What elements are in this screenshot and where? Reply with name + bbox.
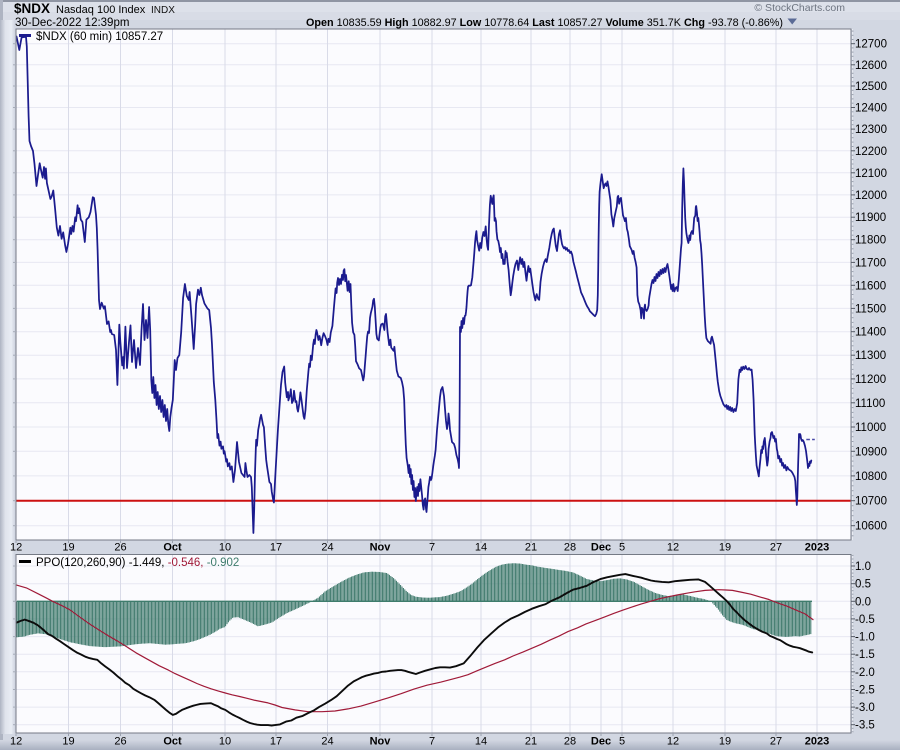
svg-text:-1.5: -1.5	[855, 649, 875, 661]
svg-text:11600: 11600	[855, 280, 886, 292]
svg-text:24: 24	[321, 736, 333, 748]
svg-text:Dec: Dec	[591, 542, 611, 554]
svg-text:10: 10	[219, 736, 231, 748]
svg-text:5: 5	[619, 542, 625, 554]
svg-text:11500: 11500	[855, 303, 886, 315]
svg-text:PPO(120,260,90) -1.449, -0.546: PPO(120,260,90) -1.449, -0.546, -0.902	[36, 557, 239, 569]
svg-text:Oct: Oct	[163, 736, 182, 748]
svg-text:11000: 11000	[855, 422, 886, 434]
svg-text:12: 12	[667, 736, 679, 748]
svg-text:26: 26	[114, 542, 126, 554]
svg-text:28: 28	[564, 542, 576, 554]
svg-text:10800: 10800	[855, 471, 887, 483]
svg-text:0.0: 0.0	[855, 596, 871, 608]
svg-text:30-Dec-2022 12:39pm: 30-Dec-2022 12:39pm	[15, 17, 129, 29]
svg-text:12000: 12000	[855, 190, 887, 202]
svg-text:28: 28	[564, 736, 576, 748]
svg-text:19: 19	[62, 542, 74, 554]
svg-text:10700: 10700	[855, 496, 887, 508]
svg-text:-1.0: -1.0	[855, 632, 875, 644]
svg-text:11300: 11300	[855, 350, 886, 362]
svg-text:21: 21	[525, 542, 537, 554]
svg-text:2023: 2023	[805, 542, 829, 554]
svg-text:© StockCharts.com: © StockCharts.com	[754, 2, 845, 14]
svg-text:24: 24	[321, 542, 333, 554]
svg-text:12500: 12500	[855, 81, 887, 93]
svg-text:12700: 12700	[855, 39, 887, 51]
svg-text:Dec: Dec	[591, 736, 611, 748]
svg-text:12600: 12600	[855, 60, 887, 72]
svg-text:Nov: Nov	[370, 736, 392, 748]
svg-text:11200: 11200	[855, 374, 886, 386]
svg-text:INDX: INDX	[151, 5, 175, 16]
svg-text:14: 14	[475, 736, 487, 748]
svg-text:Nov: Nov	[370, 542, 392, 554]
svg-text:-2.0: -2.0	[855, 667, 875, 679]
svg-text:Nasdaq 100 Index: Nasdaq 100 Index	[56, 4, 146, 16]
svg-text:12: 12	[10, 736, 22, 748]
svg-text:-2.5: -2.5	[855, 685, 875, 697]
svg-text:12200: 12200	[855, 146, 887, 158]
svg-text:27: 27	[770, 542, 782, 554]
svg-text:-0.5: -0.5	[855, 614, 875, 626]
svg-text:21: 21	[525, 736, 537, 748]
svg-text:0.5: 0.5	[855, 579, 871, 591]
svg-text:19: 19	[719, 542, 731, 554]
svg-text:26: 26	[114, 736, 126, 748]
svg-text:12: 12	[10, 542, 22, 554]
svg-text:11100: 11100	[855, 398, 885, 410]
svg-text:11700: 11700	[855, 257, 886, 269]
svg-text:11800: 11800	[855, 235, 886, 247]
svg-text:17: 17	[270, 542, 282, 554]
svg-text:-3.5: -3.5	[855, 720, 875, 732]
svg-text:1.0: 1.0	[855, 561, 871, 573]
svg-text:-3.0: -3.0	[855, 702, 875, 714]
svg-text:Oct: Oct	[163, 542, 182, 554]
svg-text:10: 10	[219, 542, 231, 554]
svg-text:7: 7	[429, 736, 435, 748]
svg-text:12: 12	[667, 542, 679, 554]
svg-text:12400: 12400	[855, 103, 887, 115]
svg-text:19: 19	[62, 736, 74, 748]
svg-text:12300: 12300	[855, 124, 887, 136]
svg-text:17: 17	[270, 736, 282, 748]
svg-text:2023: 2023	[805, 736, 829, 748]
svg-text:Open 10835.59 High 10882.97 Lo: Open 10835.59 High 10882.97 Low 10778.64…	[306, 17, 783, 29]
svg-text:5: 5	[619, 736, 625, 748]
svg-text:27: 27	[770, 736, 782, 748]
svg-text:12100: 12100	[855, 168, 887, 180]
svg-text:10600: 10600	[855, 521, 887, 533]
svg-text:7: 7	[429, 542, 435, 554]
svg-text:11400: 11400	[855, 327, 886, 339]
svg-text:14: 14	[475, 542, 487, 554]
svg-text:19: 19	[719, 736, 731, 748]
svg-text:11900: 11900	[855, 212, 886, 224]
svg-text:$NDX: $NDX	[14, 1, 50, 16]
svg-text:10900: 10900	[855, 446, 887, 458]
svg-text:$NDX (60 min) 10857.27: $NDX (60 min) 10857.27	[36, 31, 163, 43]
